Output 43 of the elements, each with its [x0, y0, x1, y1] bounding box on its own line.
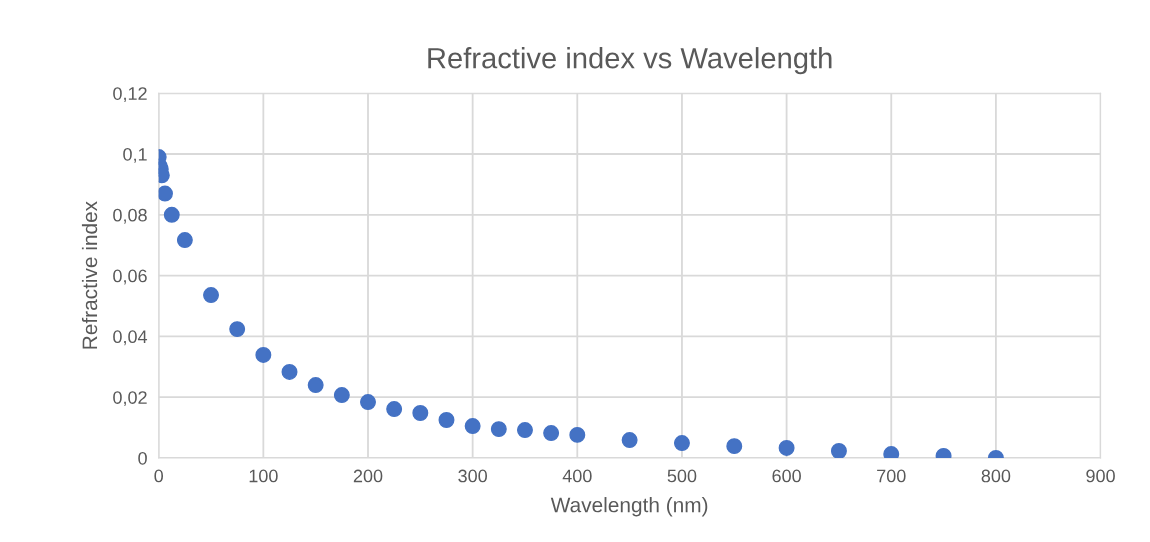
y-tick-label: 0,1: [123, 147, 147, 163]
x-tick-label: 200: [353, 469, 383, 483]
point: [543, 425, 560, 442]
point: [516, 422, 533, 439]
point: [307, 377, 324, 394]
point: [255, 346, 272, 363]
point: [464, 418, 481, 435]
point: [386, 401, 403, 418]
y-tick-label: 0: [138, 451, 147, 465]
point: [673, 435, 690, 452]
x-tick-label: 500: [667, 469, 697, 483]
point: [569, 426, 586, 443]
point: [726, 438, 743, 455]
x-tick-label: 900: [1086, 469, 1115, 483]
y-tick-label: 0,04: [113, 330, 148, 346]
x-tick-label: 700: [877, 469, 906, 483]
point: [490, 421, 507, 438]
x-axis-title: Wavelength (nm): [550, 497, 708, 517]
point: [412, 405, 429, 421]
y-tick-label: 0,12: [113, 87, 147, 103]
x-tick-label: 0: [154, 469, 164, 483]
point: [333, 387, 350, 404]
point: [360, 394, 376, 411]
point: [830, 443, 847, 458]
y-tick-label: 0,02: [113, 391, 147, 407]
chart-title: Refractive index vs Wavelength: [428, 47, 832, 75]
y-tick-label: 0,08: [113, 208, 147, 224]
point: [621, 432, 638, 449]
point: [158, 185, 173, 202]
point: [778, 439, 795, 456]
y-tick-label: 0,06: [113, 269, 147, 285]
point: [163, 206, 180, 223]
point: [203, 287, 220, 304]
point: [438, 412, 455, 428]
point: [229, 321, 246, 338]
x-tick-label: 600: [772, 469, 801, 483]
point: [281, 363, 298, 380]
x-tick-label: 100: [249, 469, 278, 483]
y-axis-title: Refractive index: [81, 201, 98, 349]
x-tick-label: 800: [981, 469, 1011, 483]
point: [176, 232, 193, 249]
x-tick-label: 400: [562, 469, 592, 483]
x-tick-label: 300: [458, 469, 488, 483]
